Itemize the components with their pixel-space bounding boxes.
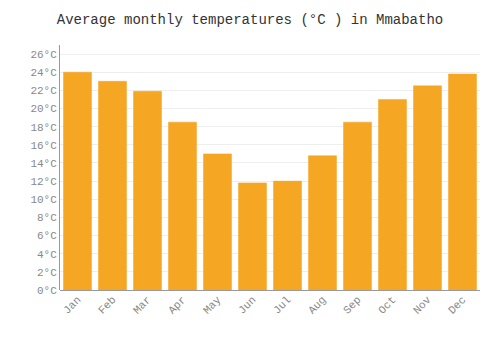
svg-text:18°C: 18°C — [30, 122, 57, 134]
svg-text:Feb: Feb — [96, 294, 118, 316]
svg-text:12°C: 12°C — [30, 176, 57, 188]
svg-text:May: May — [201, 294, 224, 317]
svg-text:16°C: 16°C — [30, 140, 57, 152]
svg-text:Sep: Sep — [341, 294, 363, 316]
svg-text:Nov: Nov — [411, 294, 434, 317]
svg-text:14°C: 14°C — [30, 158, 57, 170]
svg-text:24°C: 24°C — [30, 67, 57, 79]
svg-text:Jul: Jul — [271, 294, 293, 316]
svg-text:4°C: 4°C — [37, 249, 57, 261]
svg-text:Average monthly temperatures (: Average monthly temperatures (°C ) in Mm… — [57, 12, 443, 28]
svg-text:2°C: 2°C — [37, 267, 57, 279]
svg-text:22°C: 22°C — [30, 85, 57, 97]
svg-text:Jan: Jan — [61, 294, 83, 316]
svg-text:8°C: 8°C — [37, 212, 57, 224]
svg-text:Mar: Mar — [131, 294, 153, 316]
svg-text:Aug: Aug — [306, 294, 328, 316]
svg-text:0°C: 0°C — [37, 285, 57, 297]
svg-text:10°C: 10°C — [30, 194, 57, 206]
svg-text:6°C: 6°C — [37, 230, 57, 242]
svg-text:26°C: 26°C — [30, 49, 57, 61]
svg-text:Jun: Jun — [236, 294, 258, 316]
svg-text:Oct: Oct — [376, 294, 398, 316]
svg-text:Dec: Dec — [446, 294, 468, 316]
svg-text:20°C: 20°C — [30, 103, 57, 115]
svg-text:Apr: Apr — [166, 294, 188, 316]
